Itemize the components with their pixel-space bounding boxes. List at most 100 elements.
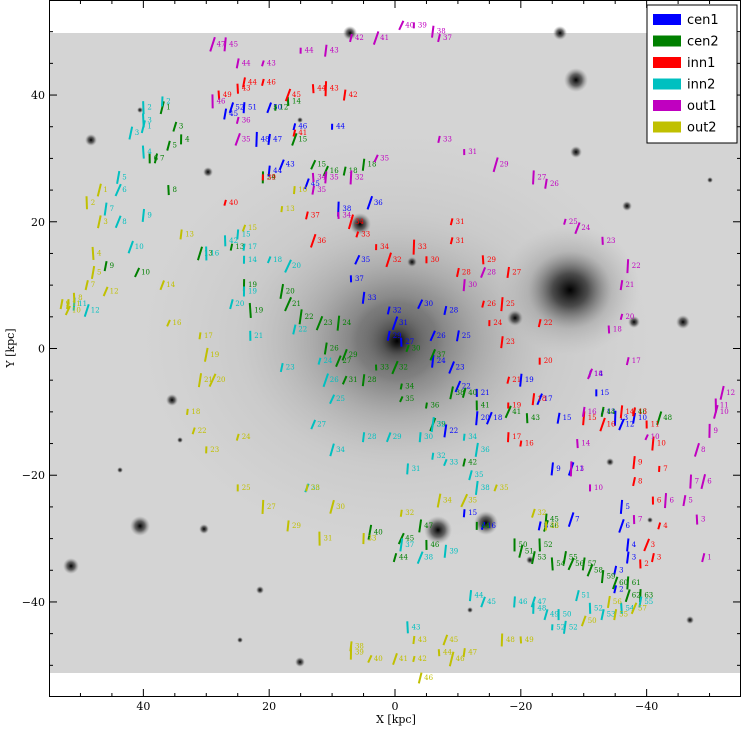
mark-inn1-43	[236, 83, 239, 94]
mark-label-out1-7: 7	[695, 478, 699, 486]
mark-inn1-40	[223, 199, 227, 206]
mark-inn2-54	[620, 602, 623, 614]
mark-label-inn1-29: 29	[487, 256, 496, 264]
mark-label-out1-28: 28	[487, 268, 496, 276]
mark-label-cen2-22: 22	[305, 313, 314, 321]
mark-out2-4	[91, 246, 95, 261]
mark-label-cen2-38: 38	[456, 389, 465, 397]
y-tick-label-1: 20	[31, 216, 45, 229]
mark-inn1-10	[651, 436, 655, 451]
mark-label-out1-43: 43	[267, 59, 276, 67]
mark-inn2-37	[399, 538, 404, 552]
mark-label-inn2-23: 23	[286, 364, 295, 372]
mark-inn2-6	[114, 183, 122, 197]
mark-label-out2-35: 35	[500, 484, 509, 492]
mark-cen2-61	[626, 576, 630, 590]
mark-out1-35	[373, 154, 379, 163]
mark-out1-21	[619, 280, 624, 291]
mark-label-out2-25: 25	[242, 484, 251, 492]
mark-inn2-29	[385, 432, 392, 443]
mark-label-out2-44: 44	[443, 649, 452, 657]
mark-inn1-25	[500, 297, 504, 312]
mark-out2-7	[84, 280, 89, 291]
mark-label-inn2-34: 34	[468, 433, 477, 441]
mark-inn2-45	[480, 596, 486, 608]
mark-label-inn1-41: 41	[298, 129, 307, 137]
mark-inn1-31	[449, 237, 454, 245]
mark-out2-41	[392, 652, 398, 665]
mark-label-cen2-44: 44	[481, 522, 490, 530]
axis-ticks	[49, 0, 741, 697]
mark-label-out1-9: 9	[714, 427, 718, 435]
mark-label-cen2-56: 56	[575, 560, 584, 568]
mark-label-inn2-20: 20	[235, 300, 244, 308]
mark-cen1-22	[443, 424, 448, 438]
mark-label-cen2-36: 36	[430, 402, 439, 410]
mark-cen1-45	[223, 108, 228, 120]
mark-label-out2-15: 15	[248, 224, 257, 232]
mark-cen2-38	[449, 386, 454, 400]
mark-cen1-52	[228, 102, 235, 114]
mark-cen2-60	[612, 576, 619, 590]
mark-label-out1-36: 36	[242, 116, 251, 124]
mark-label-cen2-24: 24	[267, 173, 276, 181]
mark-label-inn1-13: 13	[638, 408, 647, 416]
mark-label-out2-49: 49	[525, 636, 534, 644]
mark-cen2-35	[399, 396, 404, 403]
mark-cen2-34	[399, 383, 403, 390]
mark-cen1-30	[417, 299, 424, 310]
mark-label-out1-10: 10	[594, 484, 603, 492]
mark-label-out2-47: 47	[468, 649, 477, 657]
mark-cen2-16	[322, 165, 329, 177]
mark-out2-40	[367, 654, 373, 664]
mark-label-cen1-44: 44	[336, 123, 345, 131]
mark-label-out1-47: 47	[217, 40, 226, 48]
mark-label-inn2-27: 27	[317, 421, 326, 429]
mark-cen2-3	[172, 121, 178, 132]
mark-label-inn2-52: 52	[594, 604, 603, 612]
mark-cen1-29	[386, 330, 391, 341]
mark-label-out2-11: 11	[72, 300, 81, 308]
mark-label-inn2-32: 32	[437, 421, 446, 429]
mark-label-inn2-39: 39	[449, 547, 458, 555]
mark-out2-24	[235, 433, 240, 441]
mark-label-out2-21: 21	[204, 376, 213, 384]
mark-label-out1-6: 6	[670, 497, 675, 505]
x-tick-label-4: −40	[635, 700, 658, 713]
mark-label-inn2-11: 11	[78, 300, 87, 308]
mark-label-inn2-36: 36	[481, 446, 490, 454]
x-tick-label-3: −20	[509, 700, 532, 713]
mark-label-cen2-57: 57	[588, 560, 597, 568]
mark-out1-18	[587, 368, 594, 380]
mark-label-cen1-52: 52	[235, 104, 244, 112]
mark-cen2-57	[581, 557, 586, 571]
mark-out2-34	[436, 493, 442, 508]
mark-cen2-27	[335, 355, 342, 368]
mark-label-out2-7: 7	[91, 281, 95, 289]
mark-label-out2-12: 12	[110, 287, 119, 295]
mark-label-inn1-21: 21	[512, 376, 521, 384]
mark-out2-20	[208, 373, 217, 387]
mark-cen2-55	[562, 551, 567, 565]
x-tick-label-0: 40	[136, 700, 150, 713]
mark-label-cen1-22: 22	[462, 383, 471, 391]
mark-label-out2-39: 39	[355, 649, 364, 657]
mark-out1-6	[663, 493, 668, 509]
mark-label-cen1-26: 26	[437, 332, 446, 340]
mark-label-cen2-46: 46	[430, 541, 439, 549]
mark-out1-17	[625, 357, 630, 366]
mark-cen2-18	[361, 158, 366, 171]
mark-inn1-34	[347, 214, 354, 230]
mark-cen1-18	[486, 411, 493, 425]
mark-out1-14	[576, 438, 579, 449]
mark-label-cen2-23: 23	[324, 319, 333, 327]
mark-label-cen1-19: 19	[525, 376, 534, 384]
mark-label-out1-34: 34	[317, 173, 326, 181]
mark-label-cen2-51: 51	[525, 547, 534, 555]
mark-label-cen2-9: 9	[110, 262, 114, 270]
mark-out2-57	[630, 602, 638, 615]
mark-out2-1	[96, 183, 102, 197]
mark-cen2-44	[600, 406, 605, 417]
mark-inn2-25	[329, 394, 336, 405]
mark-label-inn2-12: 12	[91, 306, 100, 314]
